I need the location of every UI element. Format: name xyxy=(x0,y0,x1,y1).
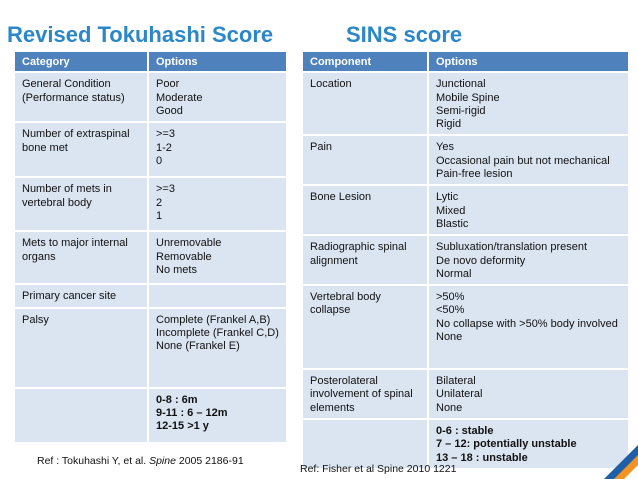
option-item: Complete (Frankel A,B) xyxy=(156,313,271,326)
table-row: Pain Yes Occasional pain but not mechani… xyxy=(303,135,628,187)
component-cell: Vertebral body collapse xyxy=(303,285,429,371)
score-row: 0-6 : stable 7 – 12: potentially unstabl… xyxy=(303,419,628,471)
score-cell: 0-8 : 6m 9-11 : 6 – 12m 12-15 >1 y xyxy=(148,387,286,444)
score-line: 0-6 : stable xyxy=(436,425,494,438)
score-line: 13 – 18 : unstable xyxy=(436,451,528,464)
score-cell: 0-6 : stable 7 – 12: potentially unstabl… xyxy=(428,419,628,471)
table-row: Number of extraspinal bone met >=3 1-2 0 xyxy=(15,122,286,179)
options-cell: >50% <50% No collapse with >50% body inv… xyxy=(428,285,628,371)
table-row: Number of mets in vertebral body >=3 2 1 xyxy=(15,177,286,233)
option-item: >=3 xyxy=(156,183,175,196)
category-cell: Number of mets in vertebral body xyxy=(15,177,149,233)
tokuhashi-reference: Ref : Tokuhashi Y, et al. Spine 2005 218… xyxy=(37,455,244,467)
component-cell: Location xyxy=(303,72,429,137)
option-item: None (Frankel E) xyxy=(156,340,240,353)
option-item: Mobile Spine xyxy=(436,91,500,104)
options-cell xyxy=(148,284,286,309)
sins-table: Component Options Location Junctional Mo… xyxy=(303,52,628,471)
table-row: General Condition (Performance status) P… xyxy=(15,72,286,124)
option-item: Bilateral xyxy=(436,375,476,388)
table-row: Bone Lesion Lytic Mixed Blastic xyxy=(303,185,628,237)
option-item: >50% xyxy=(436,291,465,304)
option-item: Yes xyxy=(436,141,454,154)
option-item: Unilateral xyxy=(436,388,483,401)
option-item: >=3 xyxy=(156,128,175,141)
options-cell: Bilateral Unilateral None xyxy=(428,369,628,421)
option-item: 1 xyxy=(156,209,163,222)
options-cell: Junctional Mobile Spine Semi-rigid Rigid xyxy=(428,72,628,137)
options-cell: >=3 2 1 xyxy=(148,177,286,233)
component-cell: Radiographic spinal alignment xyxy=(303,235,429,287)
sins-title: SINS score xyxy=(346,22,463,47)
category-cell: Palsy xyxy=(15,307,149,389)
option-item: Moderate xyxy=(156,91,203,104)
option-item: Good xyxy=(156,104,183,117)
options-cell: Complete (Frankel A,B) Incomplete (Frank… xyxy=(148,307,286,389)
option-item: Pain-free lesion xyxy=(436,168,513,181)
category-cell: General Condition (Performance status) xyxy=(15,72,149,124)
option-item: Unremovable xyxy=(156,237,222,250)
options-cell: Subluxation/translation present De novo … xyxy=(428,235,628,287)
option-item: 1-2 xyxy=(156,141,172,154)
option-item: De novo deformity xyxy=(436,254,526,267)
table-row: Location Junctional Mobile Spine Semi-ri… xyxy=(303,72,628,137)
tokuhashi-table: Category Options General Condition (Perf… xyxy=(15,52,286,444)
option-item: 2 xyxy=(156,196,163,209)
option-item: Poor xyxy=(156,78,180,91)
table-header-row: Component Options xyxy=(303,52,628,74)
category-cell: Number of extraspinal bone met xyxy=(15,122,149,179)
table-row: Primary cancer site xyxy=(15,284,286,309)
component-cell: Bone Lesion xyxy=(303,185,429,237)
option-item: 0 xyxy=(156,154,163,167)
reference-suffix: 2005 2186-91 xyxy=(175,455,244,467)
score-line: 9-11 : 6 – 12m xyxy=(156,406,228,419)
header-component: Component xyxy=(303,52,429,74)
score-empty-cell xyxy=(303,419,429,471)
component-cell: Pain xyxy=(303,135,429,187)
score-row: 0-8 : 6m 9-11 : 6 – 12m 12-15 >1 y xyxy=(15,387,286,444)
option-item: Rigid xyxy=(436,118,462,131)
table-row: Palsy Complete (Frankel A,B) Incomplete … xyxy=(15,307,286,389)
score-line: 12-15 >1 y xyxy=(156,420,209,433)
header-options: Options xyxy=(428,52,628,74)
option-item: Incomplete (Frankel C,D) xyxy=(156,326,279,339)
score-line: 0-8 : 6m xyxy=(156,393,198,406)
reference-journal: Spine xyxy=(149,455,176,467)
options-cell: Yes Occasional pain but not mechanical P… xyxy=(428,135,628,187)
corner-decoration-icon xyxy=(604,445,638,479)
option-item: Lytic xyxy=(436,191,459,204)
table-row: Radiographic spinal alignment Subluxatio… xyxy=(303,235,628,287)
reference-prefix: Ref : Tokuhashi Y, et al. xyxy=(37,455,150,467)
option-item: None xyxy=(436,331,463,344)
option-item: Blastic xyxy=(436,217,469,230)
options-cell: Poor Moderate Good xyxy=(148,72,286,124)
table-row: Posterolateral involvement of spinal ele… xyxy=(303,369,628,421)
option-item: Occasional pain but not mechanical xyxy=(436,154,610,167)
score-line: 7 – 12: potentially unstable xyxy=(436,438,577,451)
category-cell: Primary cancer site xyxy=(15,284,149,309)
option-item: <50% xyxy=(436,304,465,317)
option-item: Removable xyxy=(156,250,212,263)
options-cell: Lytic Mixed Blastic xyxy=(428,185,628,237)
option-item: Junctional xyxy=(436,78,486,91)
option-item: No mets xyxy=(156,263,197,276)
category-cell: Mets to major internal organs xyxy=(15,231,149,286)
component-cell: Posterolateral involvement of spinal ele… xyxy=(303,369,429,421)
options-cell: Unremovable Removable No mets xyxy=(148,231,286,286)
option-item: Semi-rigid xyxy=(436,104,486,117)
sins-reference: Ref: Fisher et al Spine 2010 1221 xyxy=(300,463,457,475)
table-row: Mets to major internal organs Unremovabl… xyxy=(15,231,286,286)
table-row: Vertebral body collapse >50% <50% No col… xyxy=(303,285,628,371)
option-item: No collapse with >50% body involved xyxy=(436,317,618,330)
header-options: Options xyxy=(148,52,286,74)
options-cell: >=3 1-2 0 xyxy=(148,122,286,179)
header-category: Category xyxy=(15,52,149,74)
option-item: Normal xyxy=(436,267,472,280)
tokuhashi-title: Revised Tokuhashi Score xyxy=(7,22,274,47)
table-header-row: Category Options xyxy=(15,52,286,74)
option-item: None xyxy=(436,401,463,414)
option-item: Subluxation/translation present xyxy=(436,241,588,254)
score-empty-cell xyxy=(15,387,149,444)
option-item: Mixed xyxy=(436,204,466,217)
